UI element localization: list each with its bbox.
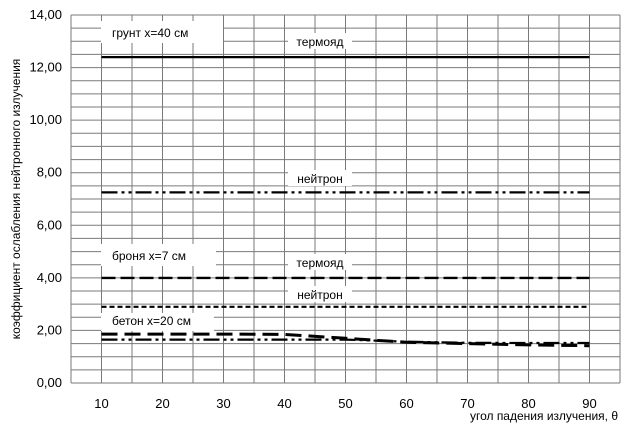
x-tick-label: 30	[216, 396, 230, 411]
series-label-box	[288, 254, 352, 270]
x-tick-label: 50	[338, 396, 352, 411]
series-label-box	[288, 286, 352, 302]
y-tick-label: 0,00	[37, 375, 62, 390]
x-axis-label: угол падения излучения, θ	[470, 409, 618, 423]
series-label: нейтрон	[297, 172, 342, 186]
y-tick-label: 6,00	[37, 217, 62, 232]
y-tick-label: 8,00	[37, 165, 62, 180]
group-label: броня х=7 см	[112, 249, 186, 263]
series-line-6	[101, 338, 590, 345]
series-label: термояд	[296, 35, 343, 49]
group-label-box	[101, 313, 214, 331]
group-label-box	[101, 244, 216, 266]
series-lines	[101, 55, 590, 348]
x-tick-label: 70	[460, 396, 474, 411]
series-label: нейтрон	[297, 288, 342, 302]
series-label-box	[288, 170, 352, 186]
y-axis-label: коэффициент ослабления нейтронного излуч…	[9, 59, 23, 340]
group-label: бетон х=20 см	[112, 314, 191, 328]
y-tick-label: 4,00	[37, 270, 62, 285]
y-tick-label: 10,00	[29, 112, 62, 127]
y-tick-label: 12,00	[29, 60, 62, 75]
annotations: грунт х=40 см термояд нейтрон броня х=7 см т…	[101, 21, 352, 331]
series-label: термояд	[296, 256, 343, 270]
axes	[70, 15, 620, 384]
y-tick-label: 14,00	[29, 7, 62, 22]
x-tick-label: 90	[582, 396, 596, 411]
series-label-box	[288, 33, 352, 49]
tick-labels: 0,00 2,00 4,00 6,00 8,00 10,00 12,00 14,00 10 20 3…	[29, 7, 596, 411]
x-tick-label: 20	[155, 396, 169, 411]
x-tick-label: 10	[94, 396, 108, 411]
y-tick-label: 2,00	[37, 322, 62, 337]
series-line-5	[101, 332, 590, 348]
x-tick-label: 40	[277, 396, 291, 411]
group-label-box	[101, 21, 223, 43]
x-tick-label: 80	[521, 396, 535, 411]
x-tick-label: 60	[399, 396, 413, 411]
group-label: грунт х=40 см	[112, 26, 188, 40]
